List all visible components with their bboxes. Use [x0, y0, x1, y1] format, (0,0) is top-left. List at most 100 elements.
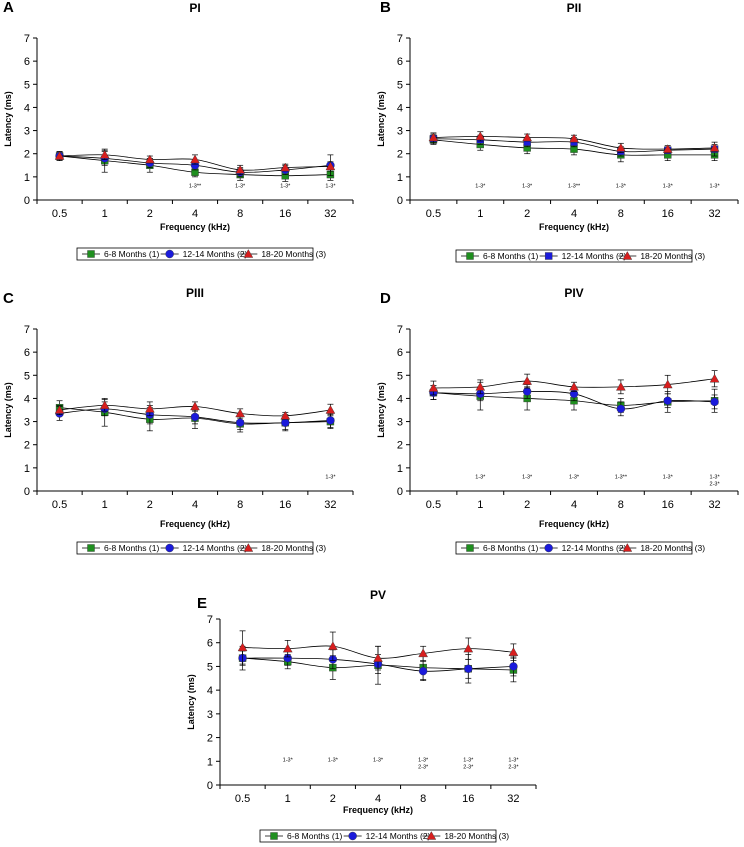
data-point — [662, 144, 673, 153]
y-tick-label: 1 — [397, 172, 403, 184]
y-tick-label: 3 — [24, 126, 30, 138]
data-point — [616, 143, 626, 152]
y-tick-label: 3 — [397, 417, 403, 429]
significance-label: 1-3* — [508, 757, 519, 763]
x-tick-label: 32 — [708, 499, 720, 511]
data-point — [616, 404, 626, 414]
legend-marker — [87, 544, 95, 552]
data-point — [616, 381, 626, 391]
x-tick-label: 1 — [477, 208, 483, 220]
significance-label: 1-3* — [663, 474, 674, 480]
x-tick-label: 32 — [324, 208, 336, 220]
legend-box — [76, 247, 314, 261]
data-point — [190, 401, 200, 411]
data-point — [522, 132, 532, 142]
significance-label: 1-3* — [280, 183, 291, 189]
y-tick-label: 5 — [24, 370, 30, 382]
y-axis-title: Latency (ms) — [376, 382, 386, 438]
data-point — [281, 418, 290, 427]
data-point — [99, 400, 110, 410]
panel-letter: E — [197, 595, 207, 612]
significance-label: 1-3* — [710, 474, 721, 480]
data-point — [373, 653, 383, 662]
significance-label: 1-3* — [522, 474, 533, 480]
data-point — [569, 133, 579, 143]
y-tick-label: 4 — [207, 685, 213, 697]
data-point — [190, 412, 200, 422]
chart-panel-b: B PII 0 1 2 3 4 5 6 7 0.5 1 2 4 8 16 32 Frequency (kHz) La… — [376, 0, 739, 263]
panel-title: PIV — [564, 286, 583, 300]
data-point — [428, 132, 439, 142]
y-tick-label: 6 — [397, 56, 403, 68]
y-tick-label: 7 — [397, 33, 403, 45]
data-point — [325, 405, 336, 414]
legend-marker — [622, 251, 633, 260]
x-tick-label: 32 — [507, 793, 519, 805]
legend-marker — [466, 544, 474, 552]
x-tick-label: 32 — [708, 208, 720, 220]
legend-label: 18-20 Months (3) — [261, 249, 326, 259]
panel-letter: C — [3, 290, 14, 307]
x-tick-label: 1 — [477, 499, 483, 511]
y-tick-label: 1 — [397, 463, 403, 475]
series-3 — [428, 131, 720, 153]
chart-panel-a: A PI 0 1 2 3 4 5 6 7 0.5 1 2 4 8 16 32 Frequency (kHz) Lat… — [3, 0, 354, 261]
legend-label: 6-8 Months (1) — [287, 831, 342, 841]
y-tick-label: 2 — [24, 149, 30, 161]
chart-panel-d: D PIV 0 1 2 3 4 5 6 7 0.5 1 2 4 8 16 32 Frequency (kHz) La… — [376, 286, 739, 555]
series-3 — [54, 149, 336, 175]
y-tick-label: 0 — [397, 486, 403, 498]
data-point — [463, 643, 474, 653]
significance-label: 1-3** — [568, 183, 581, 189]
y-tick-label: 3 — [24, 417, 30, 429]
y-tick-label: 0 — [24, 195, 30, 207]
y-tick-label: 5 — [397, 79, 403, 91]
significance-label: 1-3* — [325, 183, 336, 189]
series-3 — [237, 630, 519, 671]
y-tick-label: 6 — [397, 347, 403, 359]
x-tick-label: 8 — [618, 208, 624, 220]
y-axis-title: Latency (ms) — [186, 674, 196, 730]
y-tick-label: 6 — [24, 347, 30, 359]
data-point — [509, 662, 518, 671]
legend-label: 12-14 Months (2) — [366, 831, 431, 841]
data-point — [522, 387, 532, 396]
y-tick-label: 3 — [397, 126, 403, 138]
x-tick-label: 4 — [571, 208, 577, 220]
legend-box — [259, 829, 497, 843]
y-axis-title: Latency (ms) — [3, 382, 13, 438]
x-tick-label: 8 — [237, 499, 243, 511]
data-point — [235, 418, 245, 427]
x-tick-label: 1 — [102, 208, 108, 220]
x-tick-label: 2 — [524, 208, 530, 220]
panel-letter: A — [3, 0, 14, 16]
legend-marker — [243, 543, 254, 552]
y-tick-label: 7 — [24, 33, 30, 45]
legend-label: 12-14 Months (2) — [562, 543, 627, 553]
y-tick-label: 2 — [397, 149, 403, 161]
data-point — [418, 648, 428, 658]
legend-marker — [270, 832, 278, 840]
legend-marker — [622, 543, 633, 552]
legend-label: 18-20 Months (3) — [444, 831, 509, 841]
data-point — [328, 641, 338, 650]
legend-label: 6-8 Months (1) — [483, 251, 538, 261]
significance-label: 1-3** — [615, 474, 628, 480]
significance-label: 1-3* — [569, 474, 580, 480]
series-3 — [54, 399, 336, 420]
y-tick-label: 6 — [207, 638, 213, 650]
y-tick-label: 6 — [24, 56, 30, 68]
y-tick-label: 7 — [397, 324, 403, 336]
y-axis-title: Latency (ms) — [376, 91, 386, 147]
data-point — [710, 397, 719, 407]
significance-label: 1-3* — [522, 183, 533, 189]
data-point — [99, 149, 110, 159]
data-point — [475, 131, 486, 141]
x-tick-label: 16 — [462, 793, 474, 805]
data-point — [280, 410, 291, 420]
legend-label: 6-8 Months (1) — [104, 249, 159, 259]
x-tick-label: 8 — [237, 208, 243, 220]
y-tick-label: 0 — [207, 780, 213, 792]
x-tick-label: 0.5 — [426, 208, 441, 220]
data-point — [54, 151, 65, 160]
